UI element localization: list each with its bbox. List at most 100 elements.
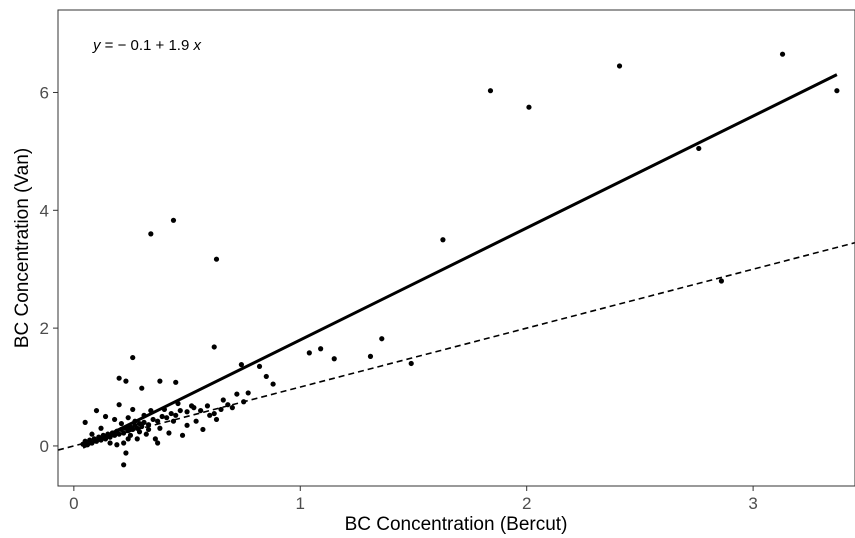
y-tick-label: 0 [40,437,49,456]
data-point [234,391,240,397]
data-point [173,412,179,418]
fit-line-layer [82,73,838,449]
data-point [145,426,152,433]
data-point [157,378,163,384]
data-point [125,415,131,421]
data-point [168,410,174,417]
data-point [155,440,161,446]
equation-var-y: y [92,37,102,54]
data-point [207,412,213,418]
data-point [213,416,220,423]
data-point [379,336,385,342]
data-point [440,237,446,243]
data-point [220,397,226,403]
x-tick-label: 3 [748,494,757,513]
data-point [139,423,145,430]
data-point [118,420,124,427]
data-point [718,278,725,284]
data-point [157,425,163,431]
data-point [834,88,840,94]
data-point [82,419,88,425]
data-point [318,346,324,352]
x-tick-label: 2 [522,494,531,513]
data-point [245,390,251,396]
data-point [134,436,140,442]
data-point [107,440,113,446]
data-point [112,416,118,423]
data-point [211,410,217,417]
reference-line-layer [57,241,855,451]
x-axis-ticks: 0 1 2 3 [69,486,758,513]
data-point [116,375,122,381]
reference-line [57,241,855,451]
data-point [270,381,276,387]
data-point [170,217,177,223]
data-point [241,399,247,405]
regression-line [82,73,838,449]
data-point [256,363,263,370]
y-tick-label: 2 [40,319,49,338]
data-point [696,145,702,152]
data-point [89,431,95,437]
data-point [116,431,122,437]
data-point [152,436,158,442]
x-tick-label: 1 [296,494,305,513]
data-point [114,442,120,448]
panel-border [57,9,855,487]
data-point [116,402,122,408]
data-point [238,362,245,368]
x-tick-label: 0 [69,494,78,513]
data-point [184,422,190,428]
data-point [150,416,156,423]
y-axis-ticks: 0 2 4 6 [40,83,58,456]
y-tick-label: 4 [40,201,49,220]
data-point [121,430,127,436]
data-point [139,385,145,391]
y-tick-label: 6 [40,83,49,102]
data-point [213,256,220,262]
data-point [155,418,161,424]
data-point [263,373,269,380]
data-point [143,431,149,437]
data-point [130,426,136,433]
data-point [487,88,494,94]
data-point [616,63,623,69]
data-point [173,379,179,385]
data-point [306,350,312,356]
data-point [112,432,118,438]
data-point [200,426,206,433]
data-point [136,429,143,435]
data-point [123,378,129,384]
data-point [198,407,204,414]
data-point [130,406,136,413]
data-point [193,418,199,424]
data-point [177,407,183,414]
data-point [159,413,165,420]
data-point [229,405,235,411]
equation-var-x: x [193,37,202,54]
data-point [145,422,152,428]
data-point [367,353,374,359]
data-point [179,432,186,438]
equation-body: = − 0.1 + 1.9 [101,37,194,54]
data-point [331,356,337,362]
data-point [204,403,211,409]
data-point [188,403,195,409]
data-point [121,440,127,446]
regression-equation: y = − 0.1 + 1.9 x [92,37,202,54]
data-point [102,413,109,420]
data-point [166,430,172,436]
data-point [141,419,147,425]
data-point [148,231,154,237]
data-point [211,344,217,350]
y-axis-title: BC Concentration (Van) [12,148,33,348]
data-point [184,409,190,415]
data-point [779,51,786,57]
data-point [98,425,104,431]
x-axis-title: BC Concentration (Bercut) [345,514,568,535]
data-point [170,418,177,424]
data-point [123,450,129,456]
data-point [93,407,100,414]
data-point [225,402,231,408]
